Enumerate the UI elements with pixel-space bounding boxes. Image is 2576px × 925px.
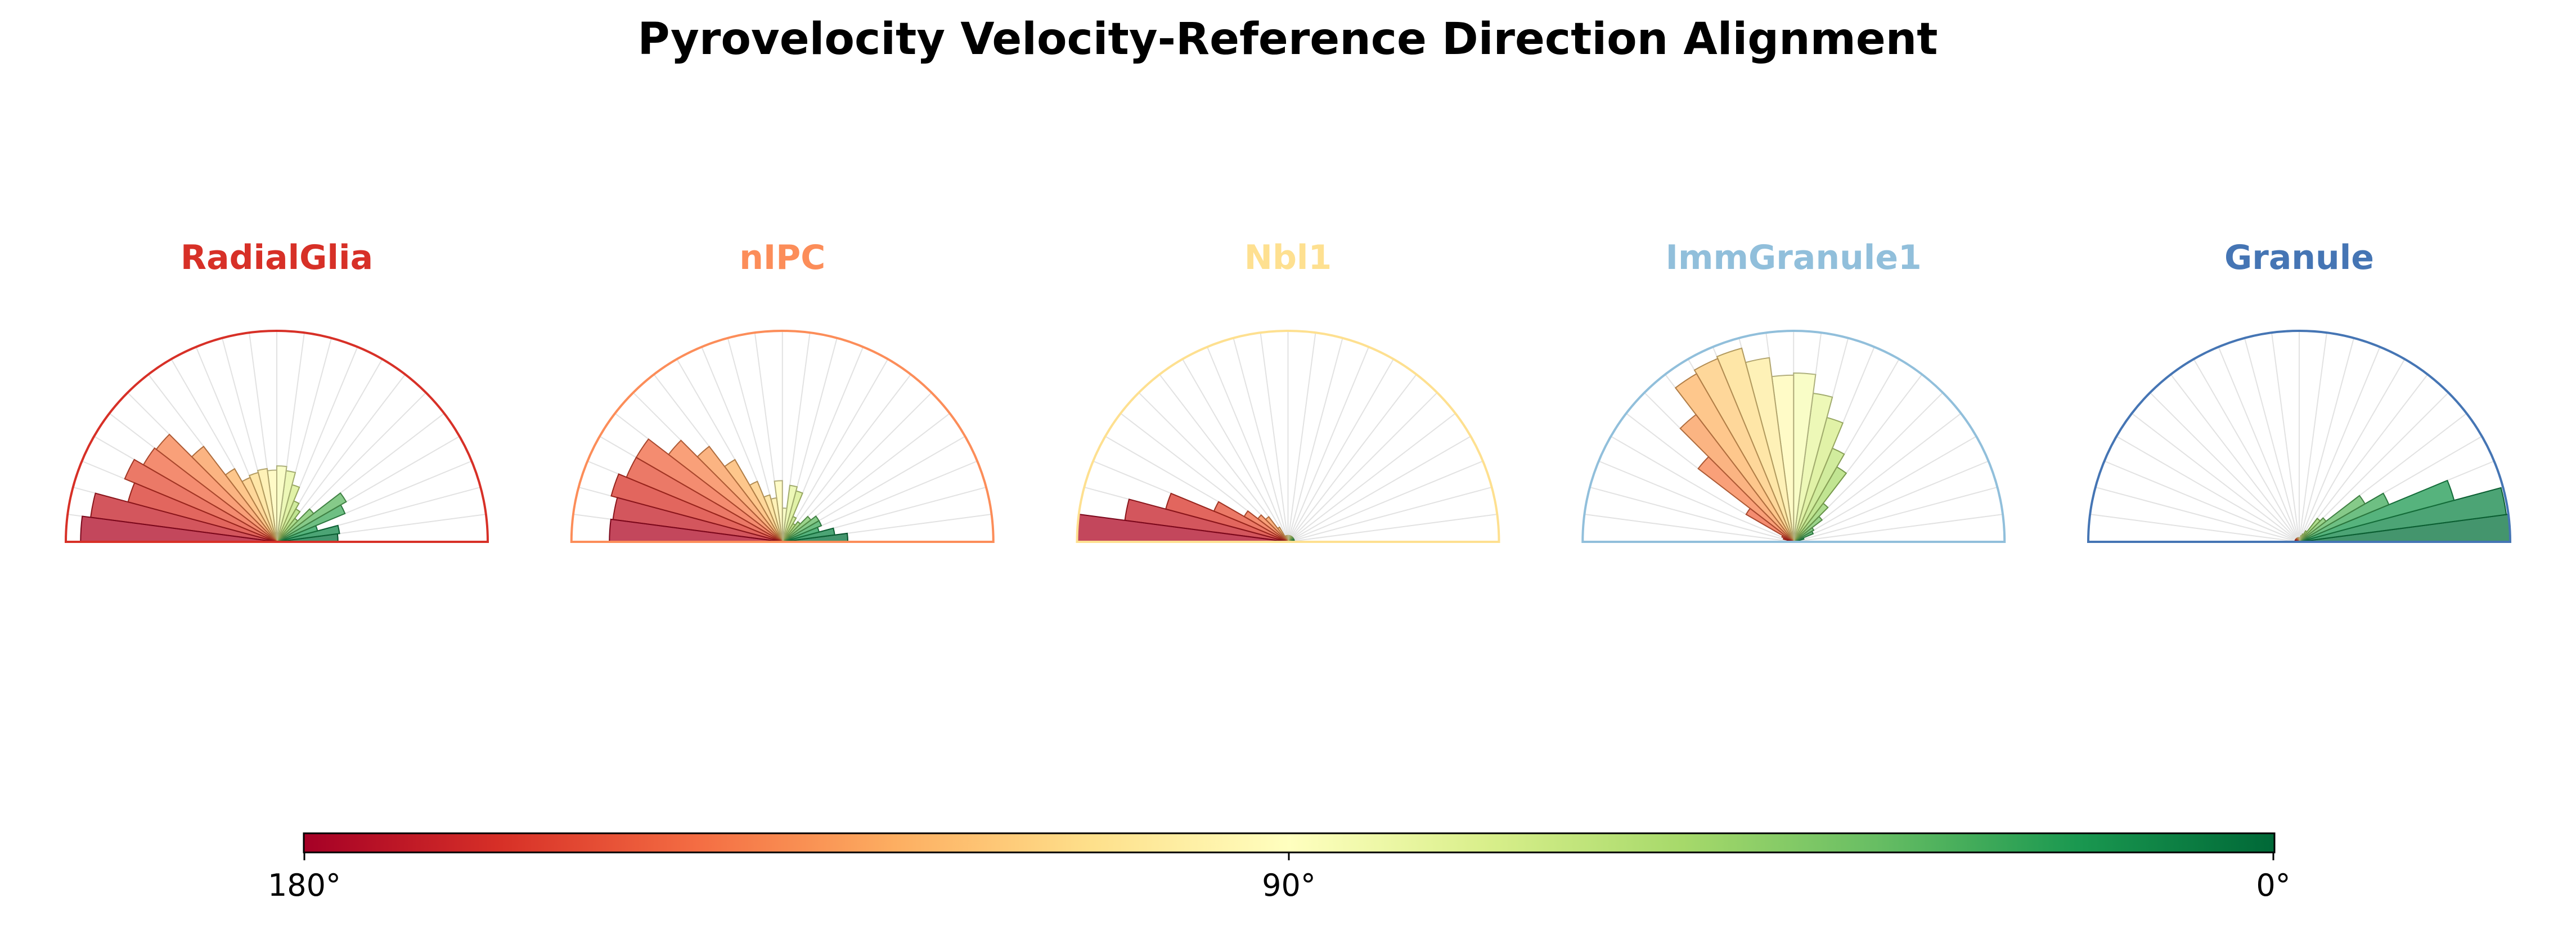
wedge <box>1693 358 1795 542</box>
colorbar: 180° 90° 0° <box>268 832 2291 903</box>
grid-line <box>2170 374 2300 542</box>
grid-line <box>1182 358 1289 542</box>
grid-line <box>1793 486 1998 542</box>
grid-line <box>1287 374 1417 542</box>
grid-line <box>1260 333 1289 542</box>
grid-line <box>1288 514 1498 542</box>
grid-line <box>1584 514 1794 542</box>
panel-title: ImmGranule1 <box>1666 238 1922 277</box>
wedge <box>1716 347 1795 542</box>
wedge <box>2299 495 2366 542</box>
grid-line <box>2218 347 2300 542</box>
polar-panels: RadialGlia nIPC Nbl1 ImmGranule1 Granule <box>64 238 2512 543</box>
wedge <box>124 459 277 542</box>
wedge <box>1679 414 1795 542</box>
panel-outline <box>1076 330 1500 543</box>
grid-line <box>1589 486 1794 542</box>
panel-title: nIPC <box>739 238 825 277</box>
grid-line <box>1793 435 1977 542</box>
wedge <box>610 473 783 542</box>
grid-line <box>2299 333 2327 542</box>
grid-line <box>1159 374 1289 542</box>
grid-line <box>2271 333 2300 542</box>
grid-line <box>2104 460 2300 542</box>
grid-line <box>2090 514 2300 542</box>
wedge <box>2299 517 2321 542</box>
grid-line <box>781 374 911 542</box>
grid-line <box>1793 460 1989 542</box>
grid-line <box>2299 347 2381 542</box>
grid-line <box>2299 374 2429 542</box>
panel-title: Nbl1 <box>1244 238 1332 277</box>
grid-line <box>1287 338 1343 542</box>
colorbar-label-90: 90° <box>1262 868 1316 903</box>
grid-line <box>781 358 889 542</box>
panel-RadialGlia: RadialGlia <box>64 238 489 543</box>
grid-line <box>1288 486 1492 542</box>
grid-line <box>2244 338 2300 542</box>
chart-title: Pyrovelocity Velocity-Reference Directio… <box>637 14 1937 65</box>
wedge <box>276 508 314 542</box>
wedge <box>1793 372 1817 542</box>
panel-outline <box>1581 330 2006 543</box>
panel-nIPC: nIPC <box>570 238 995 543</box>
panel-title: RadialGlia <box>181 238 373 277</box>
wedge <box>1674 372 1795 542</box>
wedge <box>1697 456 1794 542</box>
panel-Granule: Granule <box>2087 238 2512 543</box>
grid-line <box>2299 392 2449 542</box>
wedge <box>781 484 798 542</box>
grid-line <box>1598 460 1794 542</box>
colorbar-label-0: 0° <box>2256 868 2290 903</box>
grid-line <box>2131 412 2300 542</box>
wedge <box>276 465 287 542</box>
grid-line <box>2116 435 2300 542</box>
grid-line <box>1233 338 1289 542</box>
panel-outline <box>64 330 489 543</box>
grid-line <box>1793 514 2003 542</box>
grid-line <box>1287 392 1438 542</box>
grid-line <box>1288 460 1483 542</box>
panel-ImmGranule1: ImmGranule1 <box>1581 238 2006 543</box>
wedge <box>276 492 347 542</box>
panel-title: Granule <box>2224 238 2374 277</box>
wedge <box>1745 508 1794 542</box>
grid-line <box>1287 333 1316 542</box>
panel-Nbl1: Nbl1 <box>1076 238 1500 543</box>
colorbar-label-180: 180° <box>268 868 341 903</box>
grid-line <box>1207 347 1289 542</box>
grid-line <box>1287 435 1471 542</box>
grid-line <box>1287 347 1369 542</box>
grid-line <box>1287 358 1394 542</box>
grid-line <box>1287 412 1456 542</box>
grid-line <box>2299 358 2406 542</box>
panel-outline <box>570 330 995 543</box>
grid-line <box>2095 486 2300 542</box>
grid-line <box>2193 358 2300 542</box>
colorbar-gradient <box>303 832 2276 854</box>
grid-line <box>2150 392 2300 542</box>
grid-line <box>2299 338 2355 542</box>
wedge <box>2299 479 2455 542</box>
panel-outline <box>2087 330 2512 543</box>
wedge <box>2299 492 2390 542</box>
